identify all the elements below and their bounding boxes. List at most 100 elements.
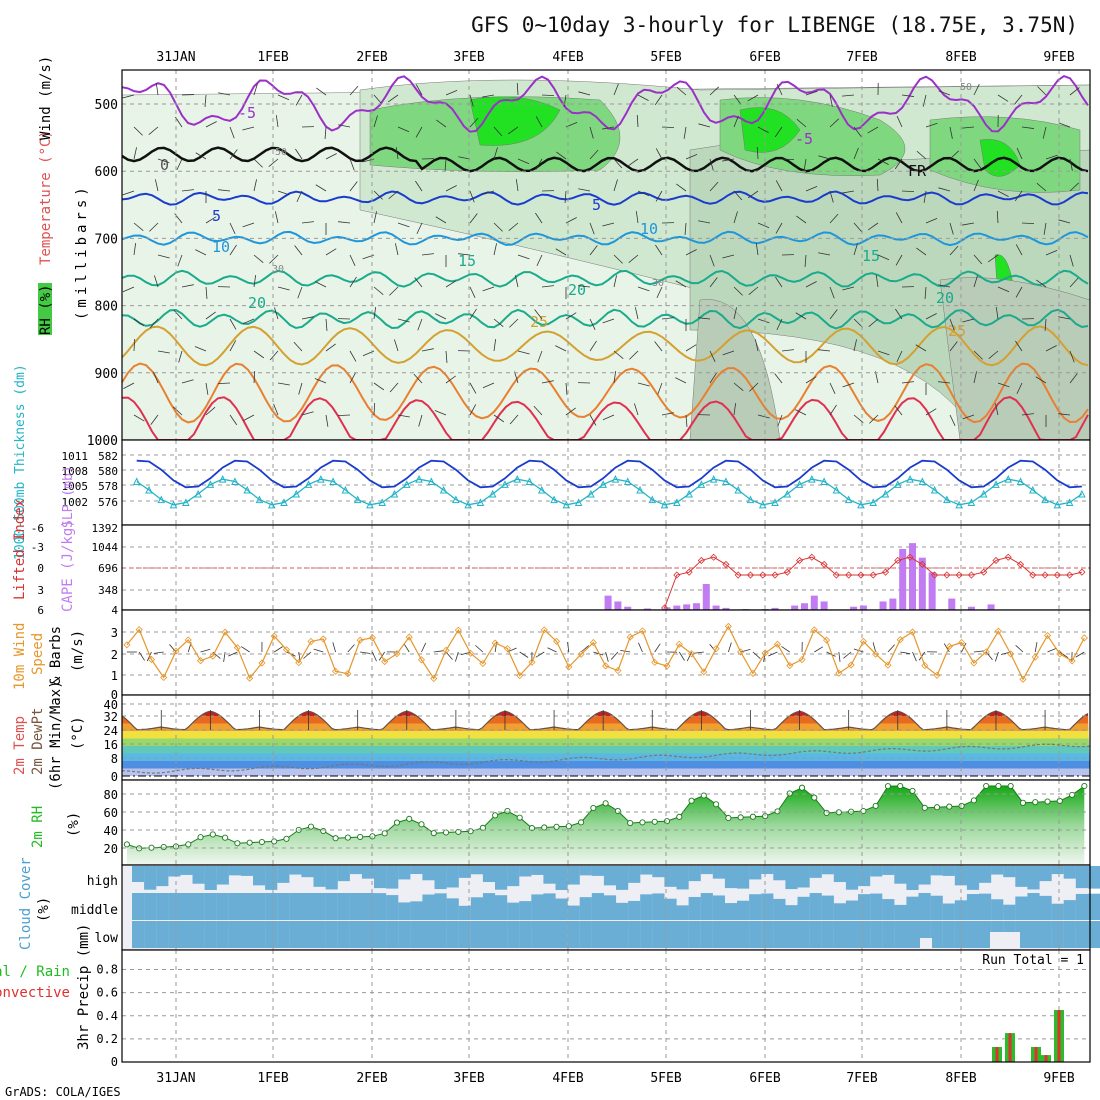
wind-speed-point bbox=[970, 659, 978, 667]
wind-barb bbox=[733, 211, 738, 224]
wind-speed-point bbox=[209, 652, 217, 660]
wind-barb bbox=[842, 190, 855, 194]
cloud-cover-low-bar bbox=[882, 921, 895, 948]
rh-point bbox=[185, 841, 192, 848]
wind-barb bbox=[698, 220, 711, 224]
lifted-index-point bbox=[918, 560, 926, 568]
precip-label-3: 3hr Precip (mm) bbox=[76, 924, 92, 1050]
wind-barb bbox=[373, 94, 383, 105]
wind-speed-point bbox=[282, 646, 291, 654]
wind-barb bbox=[482, 94, 495, 98]
wind-barb bbox=[269, 254, 279, 264]
wind-barb bbox=[602, 318, 615, 324]
wind-barb bbox=[253, 83, 258, 96]
rh-point bbox=[934, 804, 941, 811]
wind-barb bbox=[655, 190, 663, 202]
lifted-index-line bbox=[664, 556, 1083, 609]
wind-barb bbox=[733, 382, 744, 391]
thickness-point bbox=[918, 477, 927, 485]
wind-barb bbox=[475, 645, 484, 653]
rh-point bbox=[614, 807, 621, 815]
wind-barb bbox=[415, 126, 423, 138]
wind-barb bbox=[493, 147, 498, 160]
wind-speed-point bbox=[589, 639, 597, 647]
lifted-index-point bbox=[783, 568, 791, 576]
wind-barb bbox=[154, 275, 159, 288]
wind-speed-point bbox=[295, 659, 303, 667]
wind-barb bbox=[469, 94, 474, 107]
cloud-unit: (%) bbox=[36, 897, 52, 922]
cloud-cover-high-bar bbox=[1051, 866, 1064, 875]
thickness-point bbox=[758, 500, 767, 509]
pressure-tick-label: 800 bbox=[95, 300, 118, 315]
thickness-point bbox=[476, 498, 485, 507]
contour-label: 0 bbox=[160, 156, 169, 174]
rh-point bbox=[713, 801, 720, 808]
thickness-point bbox=[537, 485, 546, 494]
wind-barb bbox=[949, 318, 955, 331]
wind-barb bbox=[949, 126, 953, 139]
lifted-index-tick-label: 3 bbox=[37, 584, 44, 597]
wind-barb bbox=[149, 222, 159, 232]
cloud-cover-middle-bar bbox=[482, 893, 496, 920]
wind-barb bbox=[445, 280, 457, 288]
lifted-index-point bbox=[881, 568, 890, 576]
wind-barb bbox=[895, 254, 903, 266]
wind-barb bbox=[133, 243, 137, 256]
wind-barb bbox=[293, 341, 303, 352]
wind-barb bbox=[656, 286, 663, 299]
wind-barb bbox=[455, 651, 459, 662]
wind-barb bbox=[795, 312, 807, 320]
cloud-cover-low-bar bbox=[168, 921, 181, 948]
wind-barb bbox=[541, 380, 554, 384]
rh-point bbox=[307, 823, 315, 830]
wind-barb bbox=[938, 381, 951, 384]
cloud-cover-high-bar bbox=[942, 866, 955, 876]
wind-barb bbox=[1034, 642, 1038, 653]
wind-barb bbox=[373, 382, 385, 391]
lifted-index-point bbox=[1029, 571, 1037, 579]
cloud-cover-high-bar bbox=[664, 866, 677, 887]
wind-barb bbox=[157, 350, 170, 354]
top-date-label: 4FEB bbox=[552, 50, 583, 65]
wind-barb bbox=[205, 121, 217, 128]
wind-speed-point bbox=[1031, 653, 1039, 661]
wind-barb bbox=[805, 281, 817, 288]
wind-barb bbox=[277, 190, 290, 196]
cloud-cover-low-bar bbox=[785, 921, 798, 948]
lifted-index-point bbox=[1004, 553, 1012, 561]
cloud-cover-middle-bar bbox=[664, 898, 677, 920]
wind-barb bbox=[634, 307, 639, 320]
cloud-cover-high-bar bbox=[434, 866, 447, 890]
cloud-cover-high-bar bbox=[458, 866, 471, 878]
cloud-cover-low-gap bbox=[990, 932, 1020, 948]
cloud-cover-low-bar bbox=[858, 921, 871, 948]
cloud-cover-high-bar bbox=[616, 866, 629, 890]
wind-barb bbox=[1043, 222, 1047, 235]
wind-barb bbox=[535, 116, 543, 128]
cloud-cover-middle-bar bbox=[966, 894, 980, 920]
temp-label-1: 2m Temp bbox=[12, 716, 28, 775]
cloud-cover-high-bar bbox=[277, 866, 290, 883]
cloud-cover-low-bar bbox=[458, 921, 471, 948]
cloud-cover-middle-bar bbox=[724, 903, 738, 920]
cloud-cover-low-bar bbox=[289, 921, 302, 948]
wind-tick-label: 1 bbox=[111, 669, 118, 683]
wind-barb bbox=[757, 222, 770, 229]
wind-speed-point bbox=[847, 661, 855, 669]
cloud-cover-middle-bar bbox=[991, 899, 1004, 920]
lifted-index-point bbox=[734, 571, 742, 579]
cloud-cover-low-bar bbox=[930, 921, 943, 948]
temperature-label: Temperature (°C) bbox=[38, 130, 54, 265]
thickness-point bbox=[832, 485, 841, 494]
cloud-cover-high-bar bbox=[1039, 866, 1052, 882]
wind-speed-point bbox=[442, 646, 450, 654]
cloud-cover-high-bar bbox=[628, 866, 641, 883]
wind-speed-point bbox=[872, 650, 880, 658]
wind-barb bbox=[895, 212, 903, 224]
wind-barb bbox=[535, 212, 543, 224]
wind-barb bbox=[655, 148, 663, 160]
wind-barb bbox=[829, 309, 838, 320]
rh-point bbox=[823, 809, 830, 816]
cloud-cover-middle-bar bbox=[386, 895, 399, 920]
